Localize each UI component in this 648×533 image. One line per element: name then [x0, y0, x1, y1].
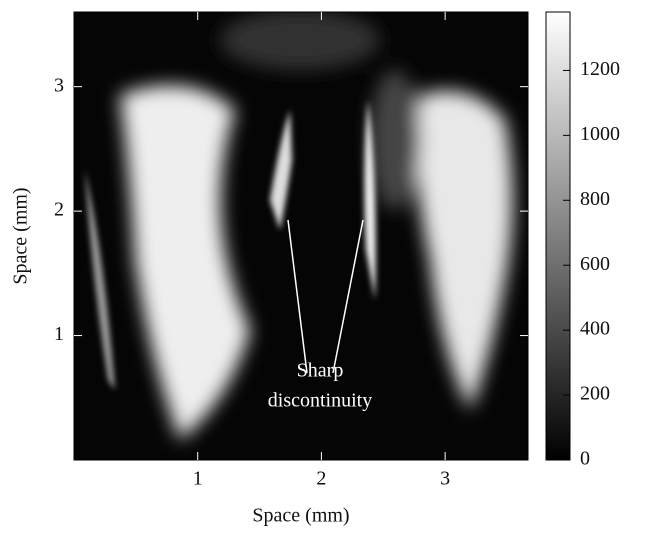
image — [74, 12, 528, 460]
colorbar-tick-label: 1000 — [580, 123, 620, 145]
x-tick-label: 3 — [440, 468, 450, 490]
plot-frame — [73, 11, 529, 461]
annotation: Sharp — [297, 360, 344, 382]
colorbar-tick-label: 0 — [580, 448, 590, 470]
colorbar-tick-label: 800 — [580, 188, 610, 210]
annotation: discontinuity — [268, 390, 372, 412]
annotation-line — [287, 219, 308, 374]
y-axis-label: Space (mm) — [10, 187, 32, 284]
colorbar — [545, 11, 571, 461]
colorbar-tick-label: 600 — [580, 253, 610, 275]
y-tick-label: 1 — [54, 323, 64, 345]
y-tick-label: 3 — [54, 74, 64, 96]
x-tick-label: 1 — [193, 468, 203, 490]
y-tick-label: 2 — [54, 199, 64, 221]
annotation-line — [332, 219, 364, 374]
x-tick-label: 2 — [316, 468, 326, 490]
colorbar-tick-label: 400 — [580, 318, 610, 340]
colorbar-tick-label: 200 — [580, 383, 610, 405]
x-axis-label: Space (mm) — [252, 505, 349, 527]
colorbar-tick-label: 1200 — [580, 58, 620, 80]
